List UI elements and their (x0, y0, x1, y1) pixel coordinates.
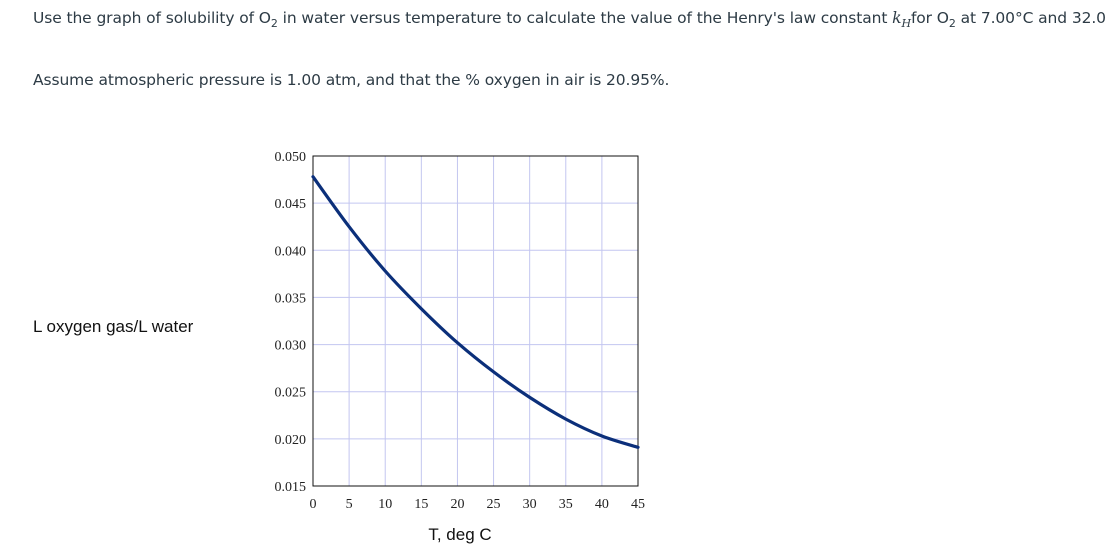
x-tick-label: 35 (559, 497, 573, 512)
x-tick-labels: 0 5 10 15 20 25 30 35 40 45 (310, 497, 646, 512)
y-tick-label: 0.050 (275, 150, 307, 165)
x-tick-label: 45 (631, 497, 645, 512)
x-tick-label: 40 (595, 497, 609, 512)
y-tick-label: 0.035 (275, 291, 307, 306)
y-tick-label: 0.040 (275, 244, 307, 259)
y-tick-label: 0.030 (275, 339, 307, 354)
question-line-1: Use the graph of solubility of O2 in wat… (33, 9, 1106, 31)
x-tick-label: 25 (487, 497, 501, 512)
y-tick-labels: 0.015 0.020 0.025 0.030 0.035 0.040 0.045 0.050 (275, 150, 307, 495)
x-tick-label: 15 (414, 497, 428, 512)
y-tick-label: 0.045 (275, 197, 307, 212)
series-line (311, 175, 640, 449)
x-tick-label: 30 (523, 497, 537, 512)
y-axis-label: L oxygen gas/L water (33, 317, 194, 336)
x-tick-label: 20 (450, 497, 464, 512)
question-line-2: Assume atmospheric pressure is 1.00 atm,… (33, 71, 670, 89)
y-tick-label: 0.015 (275, 480, 307, 495)
x-tick-label: 5 (346, 497, 353, 512)
chart-grid (312, 155, 639, 487)
x-tick-label: 10 (378, 497, 392, 512)
y-tick-label: 0.020 (275, 433, 307, 448)
plot-frame (312, 155, 639, 487)
y-tick-label: 0.025 (275, 386, 307, 401)
x-tick-label: 0 (310, 497, 317, 512)
x-axis-label: T, deg C (428, 525, 491, 544)
